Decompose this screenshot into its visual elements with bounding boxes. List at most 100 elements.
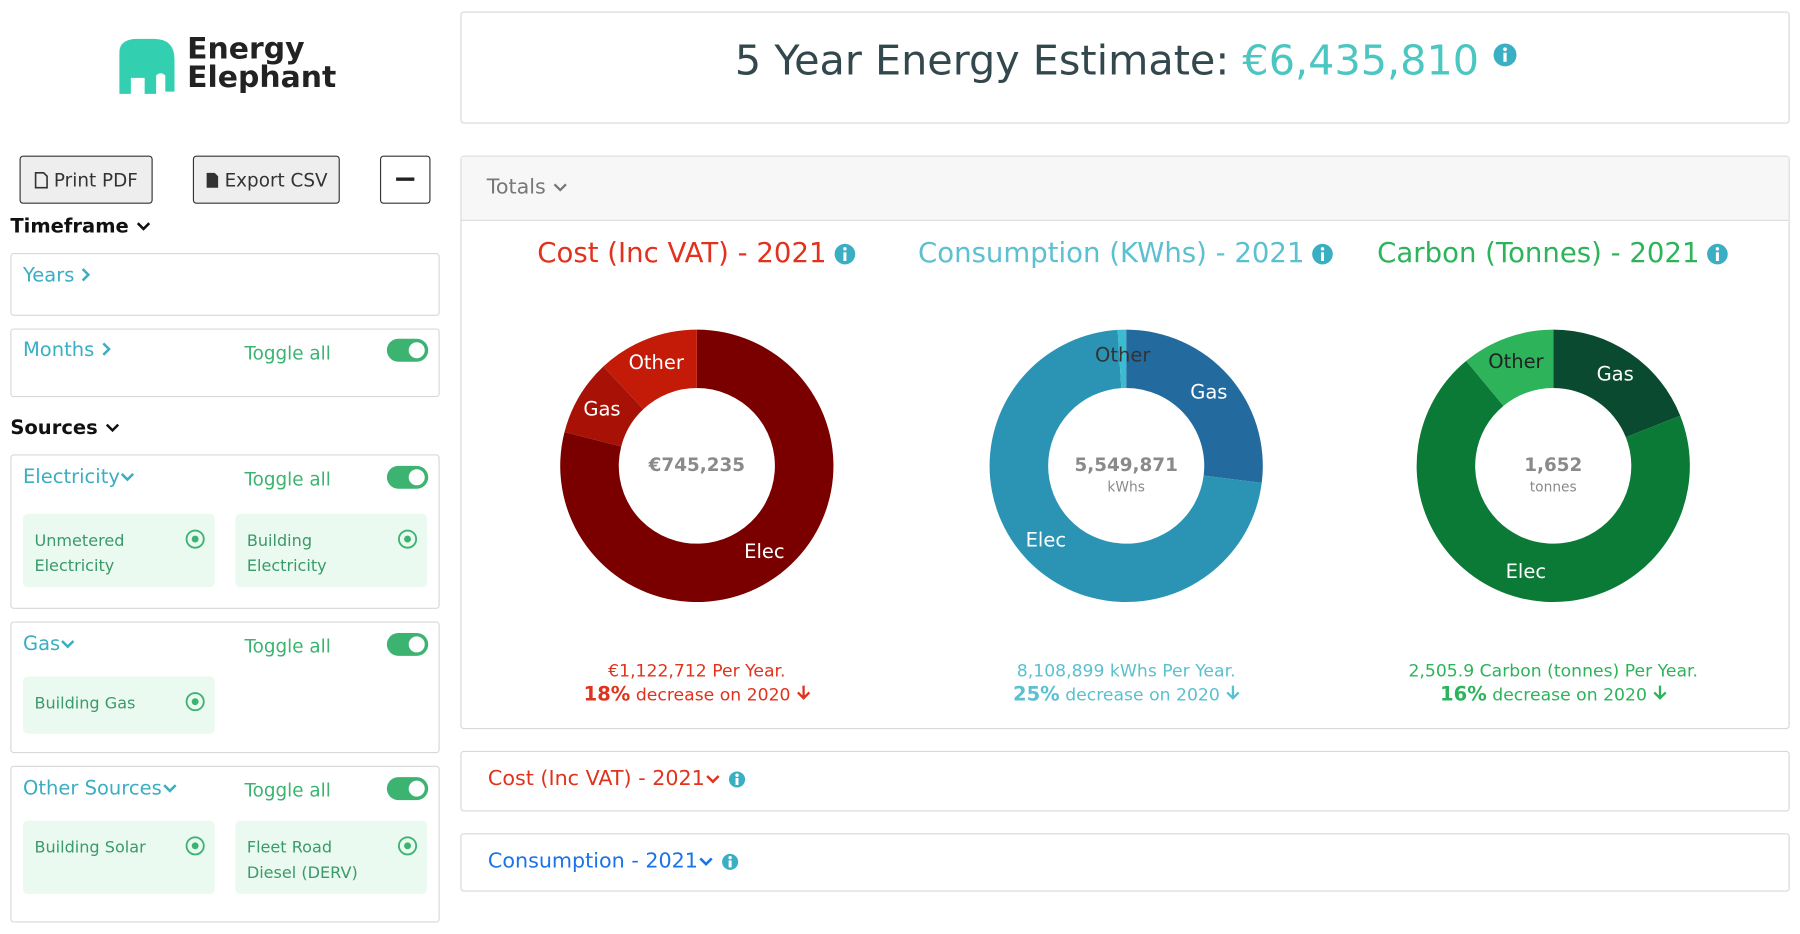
change-line: 25% decrease on 2020 — [908, 683, 1344, 707]
info-icon[interactable] — [1311, 243, 1334, 266]
toggle-all[interactable]: Toggle all — [244, 468, 331, 490]
info-icon[interactable] — [1492, 42, 1517, 67]
totals-card: Totals — [460, 155, 1790, 730]
segment-label: Other — [629, 351, 684, 374]
csv-icon — [206, 172, 218, 188]
change-text: decrease on 2020 — [635, 684, 791, 706]
chevron-down — [163, 784, 177, 793]
source-card: Electricity Toggle all Unmetered Electrici… — [10, 454, 440, 609]
arrow-path — [1225, 685, 1240, 700]
chart-title-row: Carbon (Tonnes) - 2021 — [1335, 237, 1771, 269]
switch[interactable] — [386, 465, 429, 489]
chart-summary: 2,505.9 Carbon (tonnes) Per Year. 16% dec… — [1335, 659, 1771, 707]
donut-segment — [1466, 329, 1554, 406]
donut-segment — [564, 366, 644, 447]
source-chip[interactable]: Building Electricity — [235, 513, 428, 588]
collapse-button[interactable] — [379, 155, 431, 204]
switch[interactable] — [386, 338, 429, 362]
donut-segment — [1117, 329, 1127, 389]
radio-ring — [185, 692, 205, 712]
switch[interactable] — [386, 632, 429, 656]
pdf-icon — [34, 171, 48, 188]
toggle-all[interactable]: Toggle all — [244, 779, 331, 802]
logo-icon — [119, 38, 175, 94]
source-toggle[interactable]: Electricity — [23, 466, 136, 489]
button-label: Export CSV — [224, 168, 328, 191]
chart-title-row: Consumption (KWhs) - 2021 — [908, 237, 1344, 269]
info-dot — [735, 773, 739, 777]
source-toggle[interactable]: Other Sources — [23, 777, 178, 800]
info-icon[interactable] — [721, 853, 739, 871]
totals-title: Totals — [486, 175, 546, 200]
radio-icon — [398, 529, 418, 549]
radio-ring — [398, 836, 418, 856]
section-card[interactable]: Consumption - 2021 — [460, 833, 1790, 892]
info-dot — [843, 247, 847, 251]
section-header: Consumption - 2021 — [488, 849, 739, 873]
change-value: 16% — [1440, 683, 1487, 707]
chip-label: Building Solar — [34, 838, 146, 858]
toggle-all[interactable]: Toggle all — [244, 342, 331, 364]
donut-segment — [989, 329, 1262, 603]
chip-label: Fleet Road Diesel (DERV) — [246, 838, 358, 883]
months-toggle[interactable]: Months — [23, 339, 112, 362]
radio-ring — [185, 529, 205, 549]
change-line: 18% decrease on 2020 — [479, 683, 915, 707]
info-icon[interactable] — [1706, 243, 1729, 266]
info-bar — [1716, 252, 1720, 261]
source-chip[interactable]: Building Solar — [22, 820, 215, 894]
chip-label: Building Gas — [34, 694, 136, 714]
toggle-all[interactable]: Toggle all — [244, 635, 331, 658]
logo-line: Elephant — [187, 60, 337, 96]
source-toggle[interactable]: Gas — [23, 633, 76, 656]
minus-icon — [396, 177, 415, 181]
chevron-right — [101, 342, 111, 356]
section-header: Cost (Inc VAT) - 2021 — [488, 767, 746, 791]
radio-icon — [185, 836, 205, 856]
section-title: Cost (Inc VAT) - 2021 — [487, 766, 705, 791]
info-dot — [728, 855, 732, 860]
center-unit: kWhs — [1107, 480, 1144, 496]
down-arrow — [1652, 685, 1667, 700]
chip-label: Building Electricity — [246, 532, 327, 576]
totals-header[interactable]: Totals — [461, 156, 1789, 221]
center-value: 1,652 — [1524, 455, 1582, 476]
segment-label: Elec — [744, 540, 784, 563]
chart-summary: €1,122,712 Per Year. 18% decrease on 2020 — [479, 659, 915, 707]
source-chip[interactable]: Unmetered Electricity — [22, 513, 215, 588]
segment-label: Gas — [1190, 381, 1227, 404]
source-name: Gas — [22, 632, 61, 656]
button-label: Print PDF — [53, 168, 138, 191]
source-card: Gas Toggle all Building Gas — [10, 621, 440, 754]
down-arrow — [796, 685, 810, 700]
source-chip[interactable]: Building Gas — [22, 676, 215, 734]
change-text: decrease on 2020 — [1492, 684, 1647, 706]
sources-heading[interactable]: Sources — [10, 417, 120, 440]
radio-dot — [404, 842, 411, 850]
info-icon[interactable] — [833, 243, 856, 266]
switch[interactable] — [386, 777, 429, 801]
months-label: Months — [22, 338, 95, 362]
years-toggle[interactable]: Years — [23, 264, 92, 287]
section-title: Consumption - 2021 — [487, 849, 698, 874]
section-card[interactable]: Cost (Inc VAT) - 2021 — [460, 750, 1790, 812]
change-text: decrease on 2020 — [1065, 684, 1220, 706]
source-chip[interactable]: Fleet Road Diesel (DERV) — [235, 820, 428, 894]
timeframe-heading[interactable]: Timeframe — [10, 215, 151, 238]
estimate-title: 5 Year Energy Estimate: — [734, 37, 1230, 85]
info-dot — [1321, 247, 1325, 251]
heading-text: Sources — [10, 416, 98, 440]
donut-segment — [560, 329, 834, 603]
chevron-down — [706, 775, 720, 784]
info-bar — [735, 778, 739, 785]
chevron-down — [61, 640, 75, 649]
info-bar — [728, 860, 732, 868]
center-value: €745,235 — [648, 455, 745, 476]
radio-dot — [404, 535, 411, 543]
export-button[interactable]: Export CSV — [192, 155, 340, 204]
info-icon[interactable] — [728, 770, 746, 788]
years-card: Years — [10, 252, 440, 316]
center-value: 5,549,871 — [1075, 455, 1178, 476]
print-button[interactable]: Print PDF — [19, 155, 153, 204]
chart-title: Carbon (Tonnes) - 2021 — [1377, 236, 1700, 269]
